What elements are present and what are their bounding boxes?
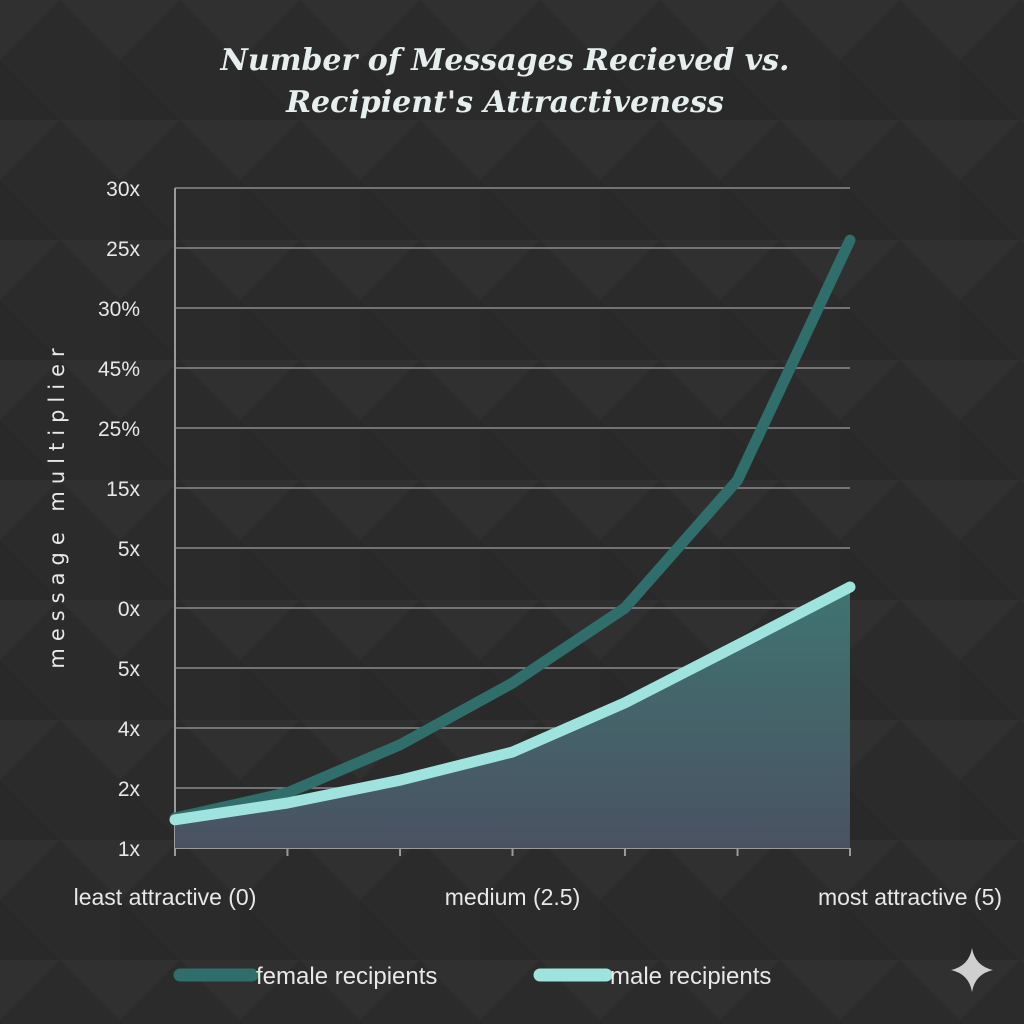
legend: female recipients male recipients [173,963,771,990]
chart-title-line-2: Recipient's Attractiveness [285,85,724,120]
x-tick-label: medium (2.5) [445,884,580,910]
y-tick-label: 4x [118,718,141,741]
sparkle-icon [951,948,993,992]
y-tick-label: 5x [118,538,141,561]
legend-label-male: male recipients [610,963,771,990]
y-tick-label: 30% [98,298,140,321]
y-tick-label: 15x [106,478,140,501]
y-tick-label: 45% [98,358,140,381]
y-tick-label: 1x [118,838,141,861]
y-tick-label: 25x [106,238,140,261]
y-axis-label: message multiplier [45,341,69,668]
y-tick-label: 0x [118,598,141,621]
x-tick-label: least attractive (0) [74,884,257,910]
legend-label-female: female recipients [256,963,437,990]
y-tick-label: 30x [106,178,140,201]
series-area-male-recipients [175,587,850,848]
chart-title-line-1: Number of Messages Recieved vs. [219,43,789,78]
y-tick-label: 5x [118,658,141,681]
x-tick-label: most attractive (5) [818,884,1002,910]
y-tick-label: 2x [118,778,141,801]
y-tick-label: 25% [98,418,140,441]
